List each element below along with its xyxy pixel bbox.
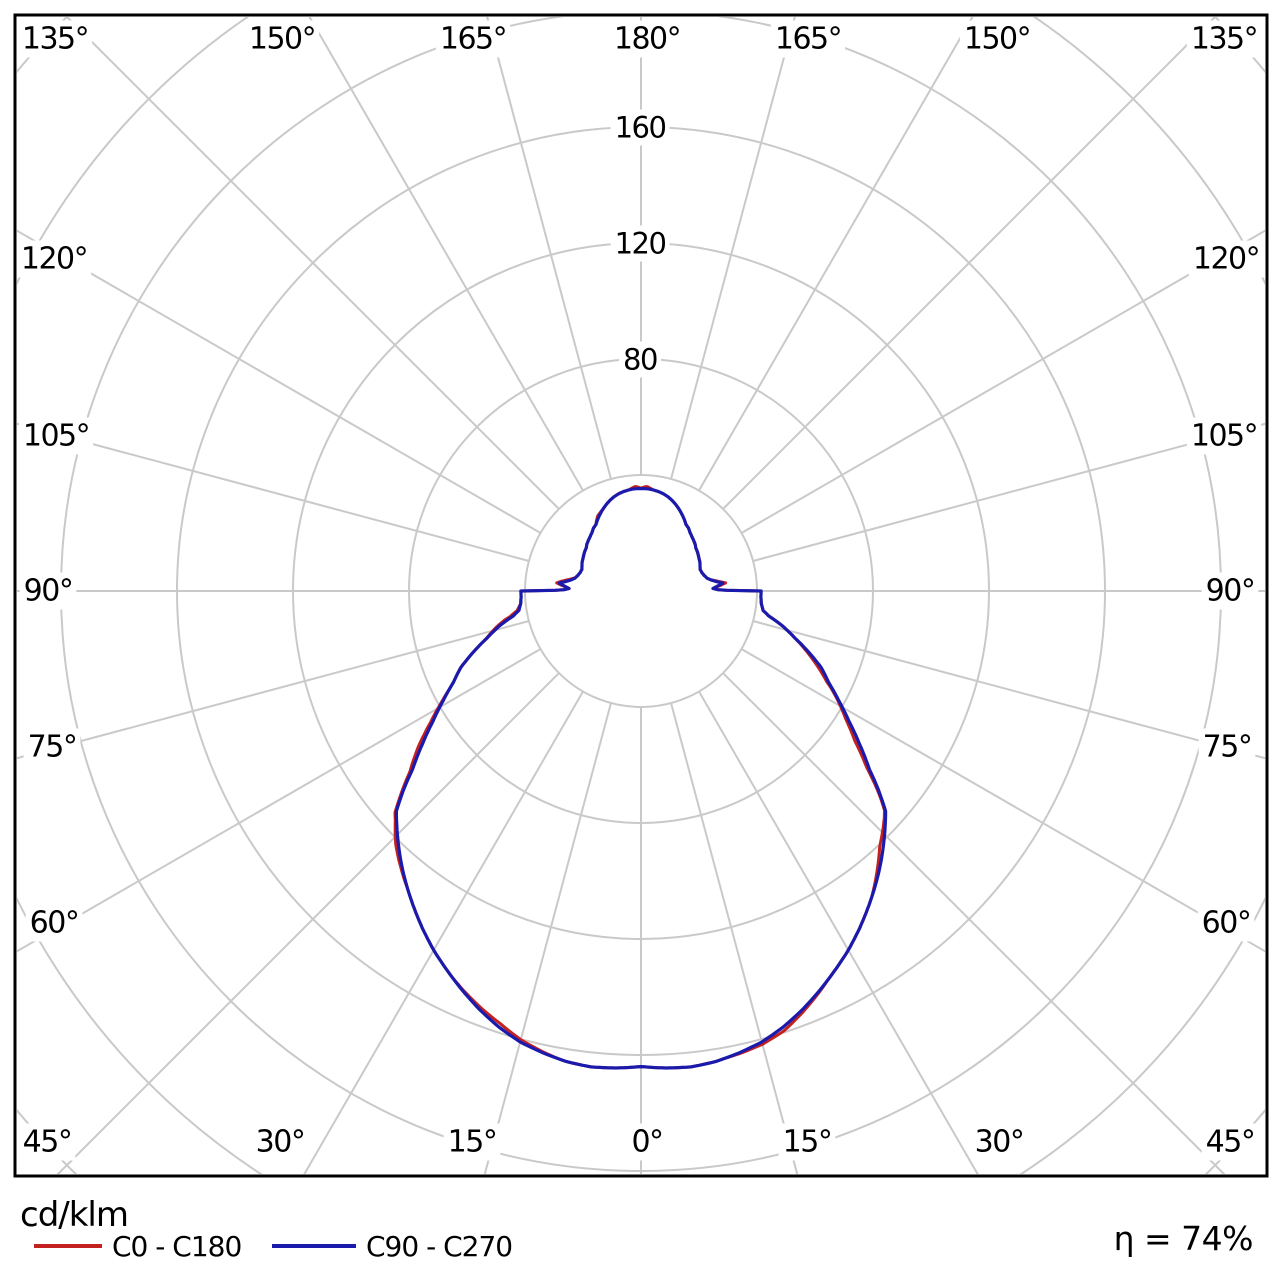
angle-label: 165° xyxy=(440,22,506,57)
angle-label: 45° xyxy=(1206,1125,1255,1160)
efficiency-label: η = 74% xyxy=(1114,1219,1253,1258)
label-backdrop xyxy=(1197,904,1255,942)
label-backdrop xyxy=(1188,240,1264,278)
angle-label: 150° xyxy=(964,22,1030,57)
grid-spoke xyxy=(752,620,1265,760)
angle-label: 60° xyxy=(1202,906,1251,941)
ring-label: 80 xyxy=(623,343,657,377)
angle-label: 180° xyxy=(614,22,680,57)
legend-label-c90: C90 - C270 xyxy=(366,1230,512,1263)
grid-spoke xyxy=(670,17,796,480)
angle-label: 150° xyxy=(249,22,315,57)
unit-label: cd/klm xyxy=(20,1195,128,1235)
label-backdrop xyxy=(16,240,92,278)
grid-spoke xyxy=(17,648,542,953)
label-backdrop xyxy=(19,572,77,610)
label-backdrop xyxy=(1198,728,1256,766)
grid-spoke xyxy=(752,422,1265,562)
grid-spoke xyxy=(56,672,560,1174)
grid-spoke xyxy=(722,17,1217,510)
angle-label: 15° xyxy=(783,1125,832,1160)
grid-spoke xyxy=(17,229,542,534)
label-backdrop xyxy=(18,417,94,455)
angle-label: 45° xyxy=(23,1125,72,1160)
label-backdrop xyxy=(609,20,685,58)
angle-label: 60° xyxy=(30,906,79,941)
label-backdrop xyxy=(18,1123,76,1161)
label-backdrop xyxy=(1201,572,1259,610)
angle-label: 30° xyxy=(256,1125,305,1160)
label-backdrop xyxy=(610,109,670,146)
label-backdrop xyxy=(443,1123,501,1161)
angle-label: 0° xyxy=(631,1125,662,1160)
label-backdrop xyxy=(610,225,670,262)
grid-spoke xyxy=(486,17,612,480)
grid-spoke xyxy=(740,648,1265,953)
label-backdrop xyxy=(23,728,81,766)
legend-label-c0: C0 - C180 xyxy=(112,1230,241,1263)
label-backdrop xyxy=(778,1123,836,1161)
label-backdrop xyxy=(251,1123,309,1161)
grid-spoke xyxy=(740,229,1265,534)
grid-spoke xyxy=(698,17,974,492)
grid-spoke xyxy=(670,702,799,1174)
label-backdrop xyxy=(244,20,320,58)
legend: C0 - C180 C90 - C270 xyxy=(34,1230,513,1263)
angle-label: 165° xyxy=(775,22,841,57)
label-backdrop xyxy=(1201,1123,1259,1161)
label-backdrop xyxy=(970,1123,1028,1161)
ring-label: 120 xyxy=(615,227,666,261)
grid-spoke xyxy=(308,17,584,492)
grid-spoke xyxy=(722,672,1226,1174)
label-backdrop xyxy=(770,20,846,58)
grid-spoke xyxy=(698,690,979,1174)
axis-labels: 80 120 160 135° 150° 165° 180° 165° 150° 135° 120°… xyxy=(16,20,1264,1161)
angle-label: 120° xyxy=(21,242,87,277)
label-backdrop xyxy=(627,1123,667,1161)
label-backdrop xyxy=(17,20,93,58)
angle-label: 90° xyxy=(1206,574,1255,609)
label-backdrop xyxy=(619,341,661,378)
ring-label: 160 xyxy=(615,111,666,145)
grid-spoke xyxy=(17,422,530,562)
grid-spoke xyxy=(17,620,530,760)
angle-label: 75° xyxy=(1203,730,1252,765)
label-backdrop xyxy=(1186,20,1262,58)
angle-label: 135° xyxy=(1191,22,1257,57)
angle-label: 15° xyxy=(448,1125,497,1160)
curve-c90-c270 xyxy=(394,487,888,1070)
grid-spoke xyxy=(303,690,584,1174)
angle-label: 30° xyxy=(975,1125,1024,1160)
grid-spoke xyxy=(65,17,560,510)
label-backdrop xyxy=(25,904,83,942)
angle-label: 75° xyxy=(28,730,77,765)
intensity-curves xyxy=(393,485,888,1070)
angle-label: 135° xyxy=(22,22,88,57)
label-backdrop xyxy=(1186,417,1262,455)
label-backdrop xyxy=(435,20,511,58)
label-backdrop xyxy=(959,20,1035,58)
angle-label: 105° xyxy=(1191,419,1257,454)
grid-spoke xyxy=(483,702,612,1174)
angle-label: 90° xyxy=(24,574,73,609)
angle-label: 105° xyxy=(23,419,89,454)
angle-label: 120° xyxy=(1193,242,1259,277)
